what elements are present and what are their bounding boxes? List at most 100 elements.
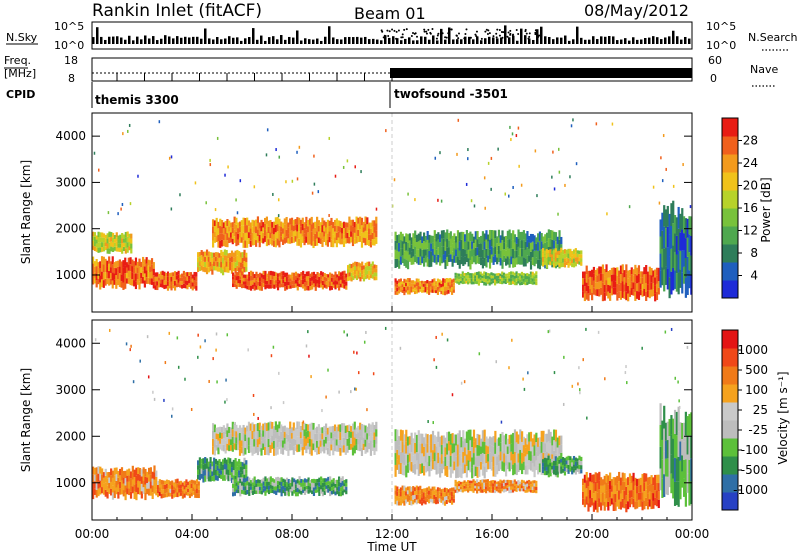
heatmap-cell (173, 285, 177, 291)
heatmap-cell (526, 454, 529, 465)
heatmap-cell (162, 489, 165, 494)
heatmap-cell (499, 460, 502, 470)
sparse-echo (547, 330, 550, 334)
heatmap-cell (412, 490, 415, 496)
heatmap-cell (560, 244, 563, 252)
heatmap-cell (233, 236, 236, 243)
heatmap-cell (369, 432, 373, 441)
heatmap-cell (501, 451, 504, 462)
heatmap-cell (447, 254, 451, 262)
heatmap-cell (440, 454, 444, 464)
heatmap-cell (494, 246, 497, 255)
heatmap-cell (483, 274, 486, 279)
heatmap-cell (280, 231, 283, 237)
heatmap-cell (285, 281, 289, 286)
heatmap-cell (422, 495, 425, 500)
heatmap-cell (607, 484, 610, 493)
heatmap-cell (149, 474, 152, 482)
heatmap-cell (582, 271, 585, 279)
heatmap-cell (266, 485, 269, 490)
heatmap-cell (410, 286, 413, 290)
heatmap-cell (262, 430, 265, 437)
heatmap-cell (556, 461, 559, 467)
heatmap-cell (547, 469, 550, 474)
heatmap-cell (301, 236, 304, 243)
heatmap-cell (480, 257, 483, 266)
heatmap-cell (237, 272, 240, 276)
heatmap-cell (264, 438, 267, 447)
heatmap-cell (106, 491, 109, 499)
heatmap-cell (320, 476, 323, 481)
heatmap-cell (226, 436, 229, 444)
heatmap-cell (298, 231, 301, 239)
heatmap-cell (496, 447, 499, 457)
heatmap-cell (542, 257, 545, 262)
sparse-echo (354, 387, 356, 391)
heatmap-cell (398, 282, 401, 287)
heatmap-cell (357, 425, 360, 433)
heatmap-cell (612, 280, 615, 288)
heatmap-cell (632, 498, 635, 508)
heatmap-cell (472, 276, 475, 279)
heatmap-cell (435, 455, 438, 466)
heatmap-cell (506, 239, 509, 248)
heatmap-cell (483, 479, 486, 483)
heatmap-cell (462, 451, 465, 463)
heatmap-cell (232, 479, 235, 484)
heatmap-cell (179, 277, 182, 282)
heatmap-cell (235, 424, 238, 432)
heatmap-cell (433, 494, 436, 500)
heatmap-cell (213, 237, 216, 243)
heatmap-cell (619, 501, 623, 510)
heatmap-cell (421, 453, 424, 464)
heatmap-cell (580, 254, 583, 259)
heatmap-cell (501, 480, 504, 484)
nsky-bar (92, 37, 95, 44)
heatmap-cell (131, 259, 134, 267)
heatmap-cell (157, 493, 160, 498)
heatmap-cell (130, 238, 133, 244)
nsky-bar (292, 37, 295, 44)
heatmap-cell (357, 266, 360, 271)
heatmap-cell (458, 232, 461, 242)
heatmap-cell (119, 234, 122, 239)
heatmap-cell (177, 270, 180, 275)
heatmap-cell (235, 489, 238, 494)
heatmap-cell (104, 238, 107, 243)
nsearch-dot (495, 32, 498, 35)
heatmap-cell (234, 458, 237, 464)
heatmap-cell (394, 278, 397, 283)
sparse-echo (252, 393, 255, 397)
heatmap-cell (467, 429, 470, 440)
heatmap-cell (230, 250, 234, 257)
heatmap-cell (480, 250, 483, 258)
heatmap-cell (442, 452, 445, 461)
heatmap-cell (260, 231, 263, 238)
heatmap-cell (207, 466, 210, 472)
heatmap-cell (618, 481, 621, 491)
heatmap-cell (472, 273, 475, 277)
heatmap-cell (177, 282, 180, 287)
heatmap-cell (519, 282, 522, 286)
heatmap-cell (442, 286, 445, 291)
heatmap-cell (223, 469, 226, 476)
sparse-echo (527, 371, 529, 375)
colorbar-swatch (722, 262, 738, 281)
heatmap-cell (264, 280, 267, 285)
heatmap-cell (437, 254, 440, 263)
heatmap-cell (412, 438, 415, 447)
heatmap-cell (343, 486, 346, 490)
heatmap-cell (339, 478, 343, 483)
heatmap-cell (598, 471, 601, 481)
heatmap-cell (415, 249, 419, 257)
heatmap-cell (321, 427, 324, 434)
heatmap-cell (351, 226, 355, 233)
heatmap-cell (104, 475, 107, 483)
heatmap-cell (547, 441, 550, 454)
heatmap-cell (160, 489, 163, 494)
sparse-echo (214, 208, 217, 212)
nsky-bar (116, 36, 119, 44)
nsky-bar (436, 40, 439, 44)
heatmap-cell (501, 277, 504, 282)
